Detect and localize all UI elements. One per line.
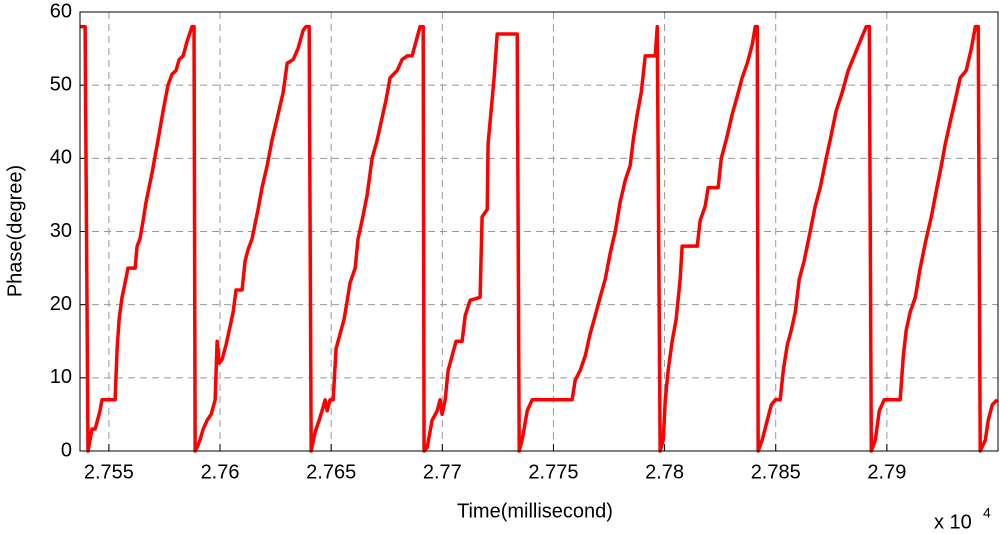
x-tick-label: 2.765 (306, 461, 356, 483)
y-tick-label: 40 (50, 147, 72, 169)
phase-line (80, 24, 999, 453)
x-tick-label: 2.785 (751, 461, 801, 483)
y-tick-label: 60 (50, 0, 72, 22)
y-tick-label: 10 (50, 366, 72, 388)
y-tick-label: 0 (61, 439, 72, 461)
x-tick-label: 2.775 (528, 461, 578, 483)
y-tick-label: 30 (50, 220, 72, 242)
x-tick-label: 2.76 (201, 461, 240, 483)
y-axis-label: Phase(degree) (4, 165, 26, 297)
x-multiplier-exponent: 4 (983, 505, 991, 521)
plot-frame (79, 11, 999, 452)
y-tick-label: 20 (50, 293, 72, 315)
x-tick-label: 2.78 (645, 461, 684, 483)
x-tick-label: 2.77 (423, 461, 462, 483)
x-tick-label: 2.755 (84, 461, 134, 483)
x-axis-label: Time(millisecond) (457, 500, 613, 522)
y-tick-label: 50 (50, 73, 72, 95)
x-tick-label: 2.79 (867, 461, 906, 483)
x-multiplier: x 10 (934, 511, 972, 533)
